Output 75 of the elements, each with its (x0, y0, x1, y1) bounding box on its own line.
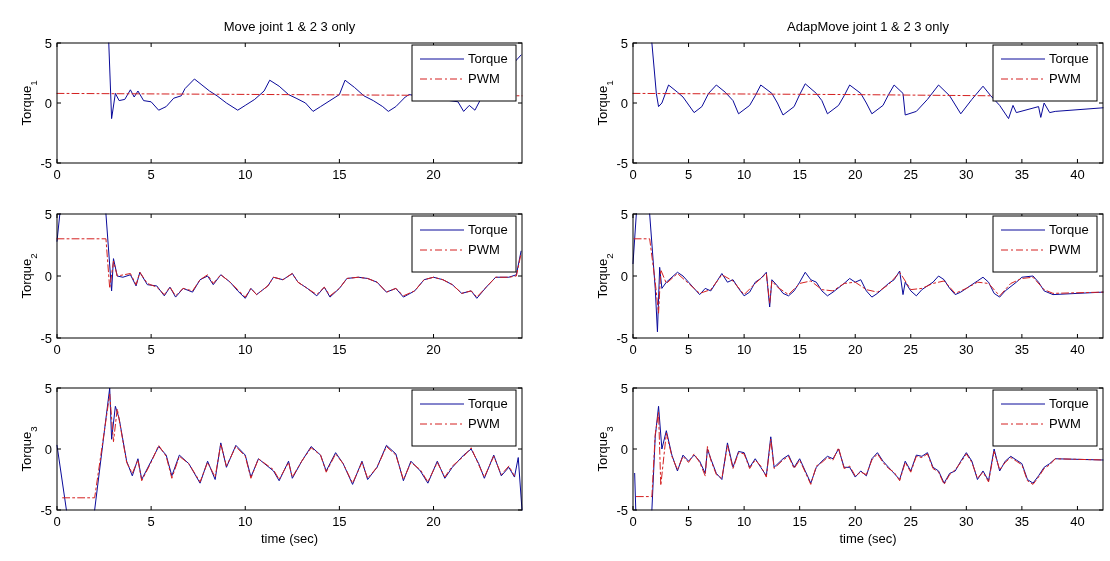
x-tick-label: 15 (792, 167, 807, 182)
x-tick-label: 25 (903, 342, 919, 357)
x-tick-label: 15 (332, 342, 347, 357)
x-tick-label: 20 (426, 514, 441, 529)
x-tick-label: 40 (1070, 514, 1085, 529)
x-tick-label: 20 (847, 514, 863, 529)
x-tick-label: 30 (959, 342, 974, 357)
y-tick-label: 0 (620, 442, 628, 457)
y-tick-label: 5 (44, 36, 52, 51)
x-tick-label: 40 (1070, 167, 1085, 182)
y-tick-label: 0 (620, 269, 628, 284)
y-tick-label: 0 (44, 269, 52, 284)
y-tick-label: -5 (616, 156, 628, 171)
x-tick-label: 5 (684, 514, 693, 529)
x-tick-label: 20 (426, 342, 441, 357)
line-series (56, 238, 522, 298)
x-tick-label: 15 (332, 167, 347, 182)
legend-label: PWM (468, 71, 500, 86)
x-tick-label: 10 (238, 342, 253, 357)
legend-label: PWM (468, 242, 500, 257)
x-tick-label: 30 (959, 514, 974, 529)
y-tick-label: 5 (620, 381, 628, 396)
x-tick-label: 10 (736, 167, 752, 182)
x-tick-label: 40 (1070, 342, 1085, 357)
legend-label: Torque (468, 222, 508, 237)
y-tick-label: 5 (44, 381, 52, 396)
x-tick-label: 10 (238, 514, 253, 529)
chart-title: AdapMove joint 1 & 2 3 only (787, 19, 950, 34)
legend-label: Torque (1049, 396, 1089, 411)
x-tick-label: 20 (847, 167, 863, 182)
y-tick-label: -5 (616, 503, 628, 518)
line-series (635, 411, 1104, 498)
x-axis-title: time (sec) (260, 531, 319, 546)
legend-label: PWM (1049, 416, 1081, 431)
legend-label: Torque (1049, 51, 1089, 66)
y-tick-label: -5 (40, 156, 52, 171)
y-tick-label: 5 (44, 207, 52, 222)
legend-label: PWM (1049, 242, 1081, 257)
x-axis-title: time (sec) (839, 531, 897, 546)
x-tick-label: 15 (792, 342, 807, 357)
line-series (651, 42, 1104, 120)
y-tick-label: 0 (44, 442, 52, 457)
x-tick-label: 10 (736, 342, 752, 357)
y-tick-label: 0 (44, 96, 52, 111)
y-tick-label: 5 (620, 207, 628, 222)
y-tick-label: 5 (620, 36, 628, 51)
x-tick-label: 20 (426, 167, 441, 182)
legend-label: PWM (468, 416, 500, 431)
x-tick-label: 30 (959, 167, 974, 182)
chart-title: Move joint 1 & 2 3 only (223, 19, 356, 34)
x-tick-label: 10 (238, 167, 253, 182)
x-tick-label: 35 (1014, 167, 1030, 182)
y-tick-label: 0 (620, 96, 628, 111)
x-tick-label: 5 (684, 342, 693, 357)
line-series (633, 238, 1104, 314)
y-tick-label: -5 (40, 331, 52, 346)
x-tick-label: 5 (147, 342, 155, 357)
y-tick-label: -5 (40, 503, 52, 518)
x-tick-label: 15 (792, 514, 807, 529)
x-tick-label: 25 (903, 514, 919, 529)
x-tick-label: 10 (736, 514, 752, 529)
x-tick-label: 5 (684, 167, 693, 182)
legend-label: Torque (468, 396, 508, 411)
x-tick-label: 35 (1014, 342, 1030, 357)
x-tick-label: 15 (332, 514, 347, 529)
x-tick-label: 35 (1014, 514, 1030, 529)
x-tick-label: 20 (847, 342, 863, 357)
x-tick-label: 25 (903, 167, 919, 182)
line-series (62, 393, 515, 499)
y-tick-label: -5 (616, 331, 628, 346)
legend-label: Torque (468, 51, 508, 66)
x-tick-label: 5 (147, 167, 155, 182)
x-tick-label: 5 (147, 514, 155, 529)
legend-label: PWM (1049, 71, 1081, 86)
legend-label: Torque (1049, 222, 1089, 237)
